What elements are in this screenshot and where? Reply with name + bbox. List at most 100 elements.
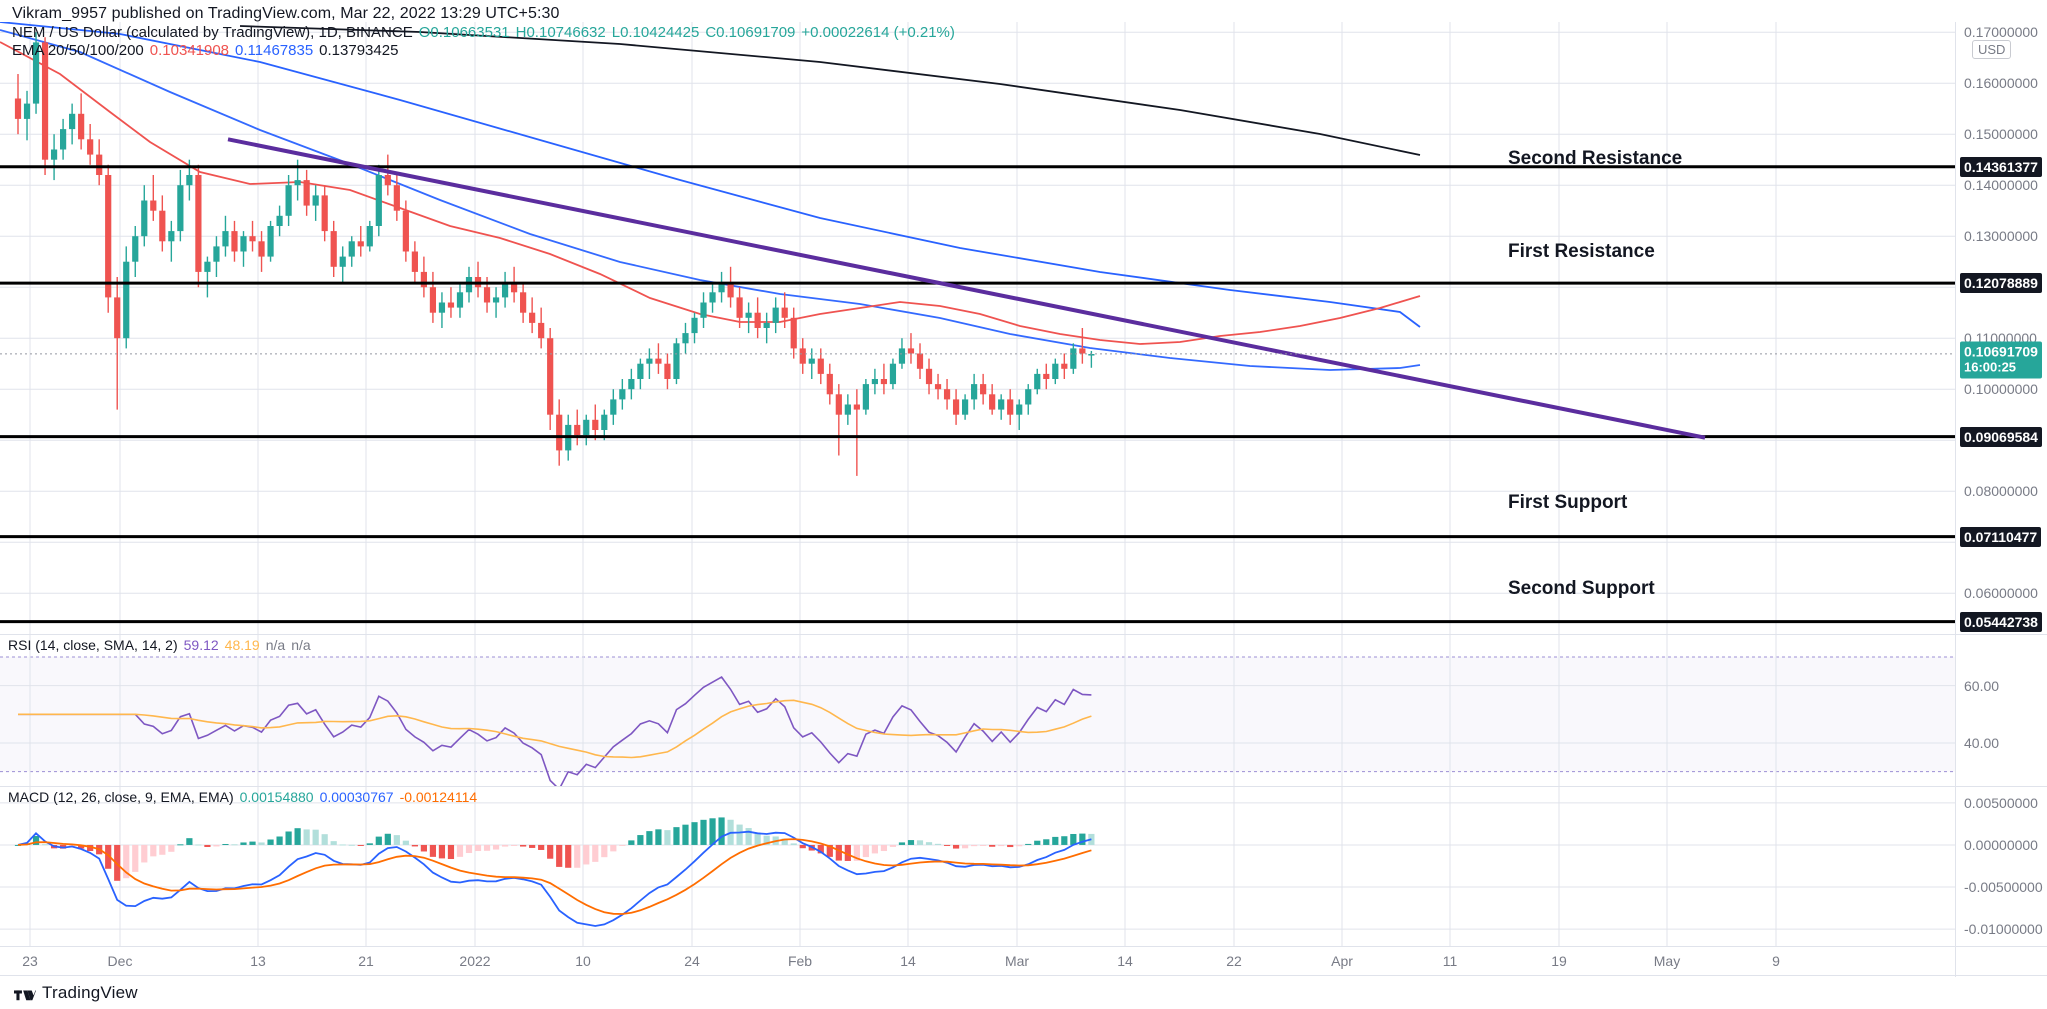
- annotation-first-support: First Support: [1508, 492, 1628, 513]
- time-axis-label: Feb: [787, 953, 813, 969]
- candle-body: [132, 236, 139, 262]
- macd-histogram-bar: [1061, 836, 1068, 845]
- time-axis-label: 9: [1772, 953, 1780, 969]
- macd-histogram-bar: [682, 824, 689, 845]
- candle-body: [538, 322, 545, 339]
- candle-body: [105, 175, 112, 298]
- rsi-axis[interactable]: 60.00 40.00: [1955, 634, 2047, 786]
- candle-body: [294, 180, 301, 186]
- candle-body: [141, 200, 148, 237]
- price-axis[interactable]: USD 0.17000000 0.16000000 0.15000000 0.1400…: [1955, 22, 2047, 634]
- macd-histogram-bar: [87, 844, 94, 852]
- macd-histogram-bar: [655, 829, 662, 845]
- time-axis-label: Mar: [1004, 953, 1030, 969]
- macd-axis[interactable]: 0.00500000 0.00000000 -0.00500000 -0.010000…: [1955, 786, 2047, 946]
- candle-body: [736, 297, 743, 318]
- publish-attribution: Vikram_9957 published on TradingView.com…: [12, 5, 560, 22]
- candle-body: [267, 226, 274, 257]
- candle-body: [808, 358, 815, 364]
- macd-histogram-bar: [646, 831, 653, 845]
- candle-body: [483, 287, 491, 303]
- candle-body: [447, 302, 455, 308]
- macd-histogram-bar: [799, 844, 806, 849]
- candle-body: [952, 399, 960, 415]
- candle-body: [186, 175, 193, 186]
- macd-histogram-bar: [871, 844, 878, 854]
- macd-histogram-bar: [420, 844, 427, 852]
- macd-histogram-bar: [222, 844, 229, 846]
- macd-histogram-bar: [637, 835, 644, 845]
- time-axis[interactable]: 23 Dec 13 21 2022 10 24 Feb 14 Mar 14 22 Apr 11 19 May 9: [0, 946, 2047, 977]
- price-pane: USD 0.17000000 0.16000000 0.15000000 0.1400…: [0, 22, 2047, 634]
- macd-pane: 0.00500000 0.00000000 -0.00500000 -0.010000…: [0, 786, 2047, 946]
- candle-body: [312, 195, 319, 206]
- candle-body: [32, 42, 40, 104]
- candle-body: [41, 42, 49, 160]
- macd-histogram-bar: [709, 818, 716, 845]
- candle-body: [709, 292, 716, 303]
- rsi-plot-area[interactable]: [0, 634, 1955, 786]
- macd-histogram-bar: [628, 840, 635, 845]
- price-plot-area[interactable]: [0, 22, 1955, 634]
- macd-histogram-bar: [141, 844, 148, 863]
- macd-histogram-bar: [538, 844, 545, 850]
- candle-body: [339, 256, 346, 267]
- candlestick-series: [14, 32, 1095, 476]
- candle-body: [429, 287, 437, 313]
- macd-histogram-bar: [781, 838, 788, 845]
- candle-body: [971, 384, 978, 400]
- candle-body: [69, 113, 76, 130]
- rsi-pane: 60.00 40.00 RSI (14, close, SMA, 14, 2) 59…: [0, 634, 2047, 786]
- rsi-tick-label: 60.00: [1964, 677, 2000, 694]
- ema20-line: [0, 41, 1421, 345]
- time-axis-label: 11: [1442, 953, 1458, 969]
- time-axis-label: 23: [22, 953, 38, 969]
- candle-body: [14, 98, 22, 119]
- candle-body: [87, 139, 94, 155]
- macd-histogram-bar: [673, 827, 680, 845]
- time-axis-label: Apr: [1331, 953, 1353, 969]
- macd-histogram-bar: [303, 829, 310, 845]
- macd-histogram-bar: [601, 844, 608, 858]
- macd-histogram-bar: [330, 841, 337, 845]
- candle-body: [907, 348, 915, 354]
- candle-body: [934, 384, 942, 390]
- tradingview-logo-icon: [14, 989, 36, 1000]
- macd-histogram-bar: [971, 844, 978, 847]
- candle-body: [853, 404, 860, 410]
- macd-tick-label: 0.00000000: [1964, 836, 2038, 853]
- macd-histogram-bar: [321, 834, 328, 845]
- rsi-tick-label: 40.00: [1964, 734, 2000, 751]
- candle-body: [195, 175, 202, 272]
- candle-body: [357, 241, 364, 247]
- time-axis-divider: [1955, 947, 1956, 977]
- macd-histogram-bar: [474, 844, 482, 852]
- macd-histogram-bar: [511, 844, 518, 846]
- macd-histogram-bar: [547, 844, 554, 859]
- macd-histogram-bar: [583, 844, 590, 865]
- price-tick-label: 0.10000000: [1964, 381, 2038, 398]
- macd-histogram-bar: [889, 844, 897, 847]
- macd-histogram-bar: [456, 844, 464, 857]
- macd-histogram-bar: [1070, 833, 1077, 845]
- macd-histogram-bar: [745, 828, 752, 845]
- macd-histogram-bar: [934, 843, 942, 845]
- pane-divider-rsi: [0, 634, 2047, 635]
- macd-histogram-bar: [267, 839, 274, 845]
- macd-histogram-bar: [1007, 844, 1014, 848]
- ema100-line: [0, 22, 1421, 328]
- price-level-badge: 0.09069584: [1960, 426, 2042, 447]
- time-axis-label: 19: [1551, 953, 1567, 969]
- macd-histogram-bar: [817, 844, 824, 854]
- candle-body: [231, 231, 238, 252]
- candle-body: [240, 236, 247, 252]
- macd-histogram-bar: [1034, 840, 1041, 845]
- candle-body: [700, 302, 707, 318]
- macd-histogram-bar: [880, 844, 888, 852]
- candle-body: [1079, 348, 1086, 354]
- macd-histogram-bar: [529, 844, 536, 848]
- macd-plot-area[interactable]: [0, 786, 1955, 946]
- candle-body: [411, 251, 418, 272]
- annotation-second-support: Second Support: [1508, 578, 1655, 599]
